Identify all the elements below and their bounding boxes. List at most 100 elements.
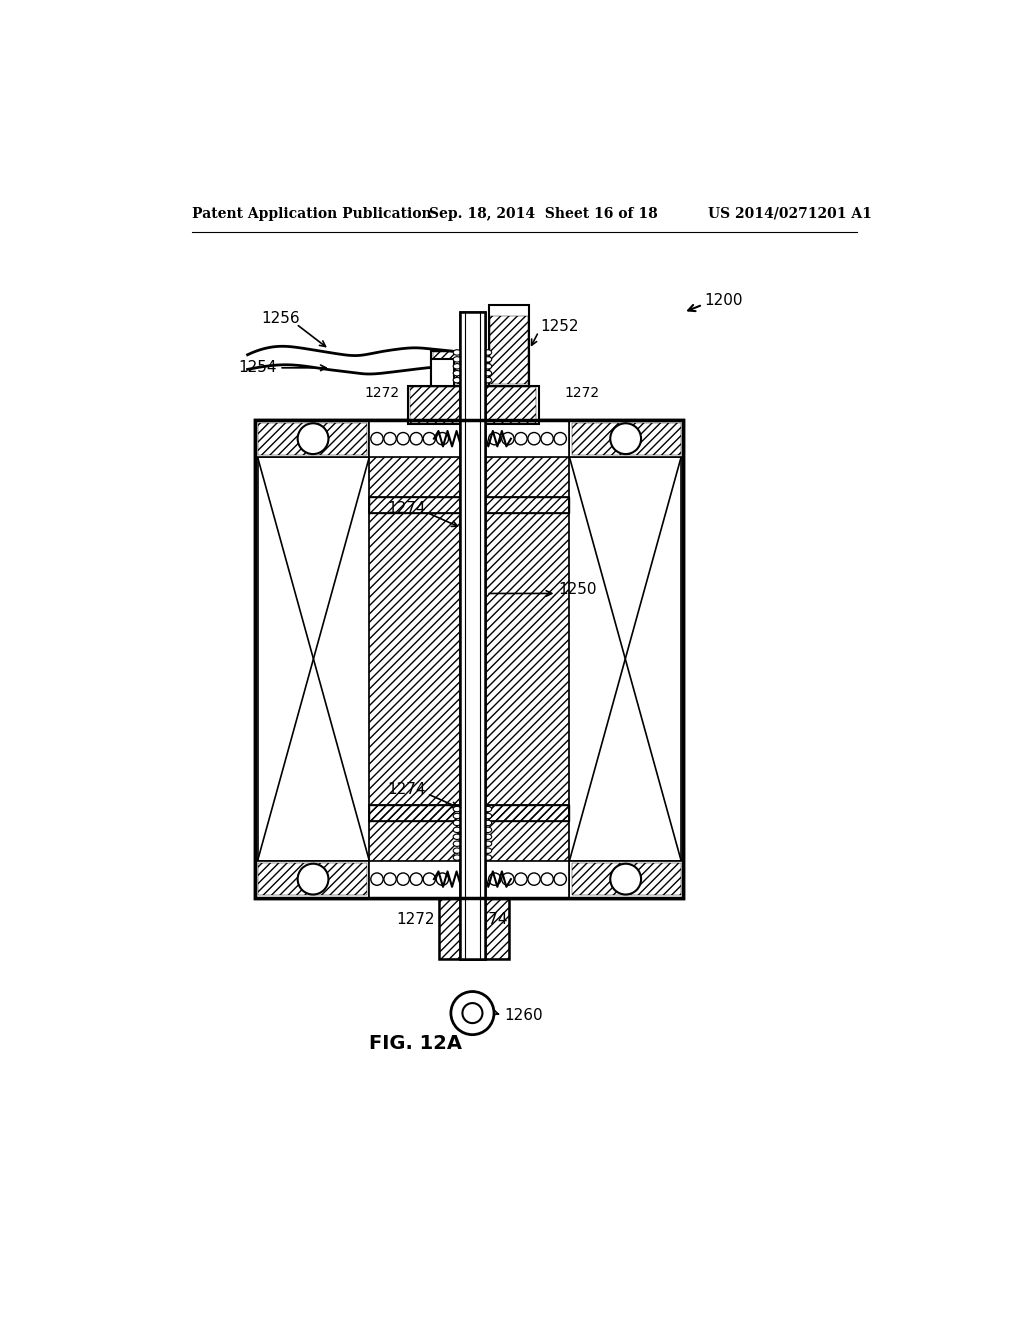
Bar: [431, 359, 454, 385]
Bar: [569, 457, 681, 861]
Circle shape: [528, 873, 541, 886]
Bar: [571, 863, 681, 895]
Bar: [431, 351, 529, 385]
Circle shape: [423, 873, 435, 886]
Bar: [488, 305, 529, 385]
Ellipse shape: [484, 378, 492, 383]
Bar: [569, 420, 683, 457]
Ellipse shape: [454, 350, 461, 355]
Bar: [370, 805, 569, 821]
Bar: [255, 420, 683, 898]
Circle shape: [554, 873, 566, 886]
Circle shape: [371, 873, 383, 886]
Ellipse shape: [484, 855, 492, 861]
Text: 1270: 1270: [263, 434, 301, 449]
Text: 1254: 1254: [239, 360, 276, 375]
Bar: [571, 422, 681, 455]
Text: 1250: 1250: [558, 582, 596, 597]
Ellipse shape: [484, 841, 492, 846]
Bar: [484, 457, 569, 498]
Bar: [370, 498, 569, 512]
Ellipse shape: [484, 350, 492, 355]
Text: 1270: 1270: [263, 871, 301, 887]
Circle shape: [488, 433, 501, 445]
Text: 1260: 1260: [504, 1008, 543, 1023]
Ellipse shape: [454, 841, 461, 846]
Circle shape: [502, 873, 514, 886]
Bar: [255, 420, 683, 451]
Bar: [370, 805, 569, 821]
Ellipse shape: [454, 371, 461, 376]
Text: 1256: 1256: [261, 312, 300, 326]
Bar: [258, 863, 367, 895]
Bar: [255, 861, 370, 898]
Circle shape: [410, 873, 422, 886]
Ellipse shape: [484, 356, 492, 362]
Ellipse shape: [484, 820, 492, 825]
Circle shape: [541, 433, 553, 445]
Circle shape: [397, 433, 410, 445]
Circle shape: [610, 863, 641, 895]
Circle shape: [436, 433, 449, 445]
Circle shape: [502, 433, 514, 445]
Bar: [370, 420, 569, 457]
Ellipse shape: [484, 363, 492, 370]
Ellipse shape: [454, 356, 461, 362]
Ellipse shape: [454, 813, 461, 818]
Circle shape: [554, 433, 566, 445]
Text: 1274: 1274: [469, 912, 508, 927]
Text: 1274: 1274: [387, 502, 425, 516]
Bar: [569, 861, 683, 898]
Text: 1200: 1200: [705, 293, 742, 309]
Bar: [255, 420, 370, 457]
Bar: [460, 313, 484, 960]
Text: 1274: 1274: [387, 783, 425, 797]
Ellipse shape: [484, 371, 492, 376]
Bar: [490, 317, 528, 384]
Text: 1271: 1271: [489, 387, 524, 400]
Ellipse shape: [454, 363, 461, 370]
Circle shape: [541, 873, 553, 886]
Text: 1252: 1252: [541, 318, 579, 334]
Text: 1271: 1271: [419, 387, 454, 400]
Ellipse shape: [484, 813, 492, 818]
Bar: [410, 387, 537, 422]
Text: 1270: 1270: [631, 434, 670, 449]
Bar: [370, 498, 569, 512]
Circle shape: [298, 424, 329, 454]
Ellipse shape: [454, 807, 461, 812]
Circle shape: [488, 873, 501, 886]
Circle shape: [528, 433, 541, 445]
Text: 1272: 1272: [396, 912, 435, 927]
Bar: [370, 512, 460, 805]
Circle shape: [384, 433, 396, 445]
Bar: [370, 457, 460, 498]
Ellipse shape: [454, 847, 461, 853]
Ellipse shape: [484, 847, 492, 853]
Circle shape: [463, 1003, 482, 1023]
Circle shape: [371, 433, 383, 445]
Circle shape: [436, 873, 449, 886]
Bar: [255, 867, 683, 898]
Bar: [460, 313, 484, 960]
Ellipse shape: [454, 378, 461, 383]
Circle shape: [410, 433, 422, 445]
Text: 1272: 1272: [365, 387, 400, 400]
Ellipse shape: [454, 834, 461, 840]
Circle shape: [610, 424, 641, 454]
Circle shape: [423, 433, 435, 445]
Circle shape: [515, 873, 527, 886]
Bar: [408, 385, 539, 424]
Bar: [438, 898, 509, 960]
Bar: [255, 420, 683, 898]
Bar: [370, 861, 569, 898]
Ellipse shape: [454, 828, 461, 833]
Circle shape: [515, 433, 527, 445]
Text: US 2014/0271201 A1: US 2014/0271201 A1: [708, 207, 871, 220]
Circle shape: [384, 873, 396, 886]
Bar: [258, 422, 367, 455]
Text: 1272: 1272: [565, 387, 600, 400]
Ellipse shape: [454, 820, 461, 825]
Text: Patent Application Publication: Patent Application Publication: [193, 207, 432, 220]
Ellipse shape: [454, 855, 461, 861]
